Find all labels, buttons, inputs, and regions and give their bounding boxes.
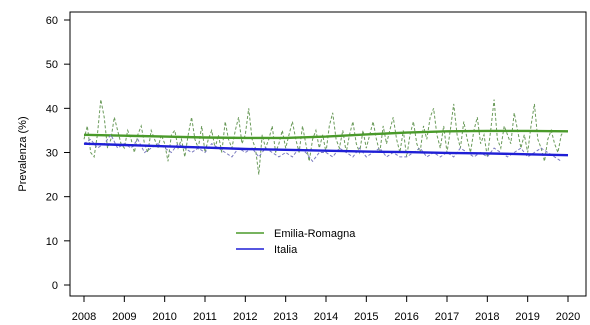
y-tick-label: 30 — [46, 148, 58, 160]
plot-frame — [69, 11, 587, 297]
x-tick-label: 2019 — [515, 311, 539, 323]
axes: 0 10 20 30 40 50 60 2008 2009 2010 2011 2012 2013 201… — [17, 11, 587, 323]
legend-label: Emilia-Romagna — [274, 228, 356, 240]
x-tick-label: 2012 — [233, 311, 257, 323]
y-tick-label: 10 — [46, 236, 58, 248]
x-tick-label: 2008 — [72, 311, 96, 323]
x-tick-label: 2013 — [273, 311, 297, 323]
x-tick-label: 2015 — [354, 311, 378, 323]
x-tick-label: 2017 — [435, 311, 459, 323]
series-trend-emilia-romagna — [83, 129, 569, 140]
y-tick-label: 20 — [46, 192, 58, 204]
y-axis-title: Prevalenza (%) — [17, 116, 29, 191]
x-tick-label: 2020 — [556, 311, 580, 323]
x-tick-label: 2010 — [152, 311, 176, 323]
x-tick-label: 2018 — [475, 311, 499, 323]
series-trend-italia — [83, 142, 569, 157]
legend-label: Italia — [274, 244, 298, 256]
series-raw-emilia-romagna — [83, 99, 566, 175]
x-tick-label: 2009 — [112, 311, 136, 323]
y-tick-label: 0 — [52, 280, 58, 292]
y-tick-label: 40 — [46, 103, 58, 115]
y-tick-label: 60 — [46, 15, 58, 27]
legend: Emilia-Romagna Italia — [236, 228, 356, 256]
series-layer — [83, 99, 569, 175]
y-tick-label: 50 — [46, 59, 58, 71]
x-tick-label: 2016 — [394, 311, 418, 323]
x-tick-label: 2011 — [193, 311, 217, 323]
x-tick-label: 2014 — [314, 311, 338, 323]
